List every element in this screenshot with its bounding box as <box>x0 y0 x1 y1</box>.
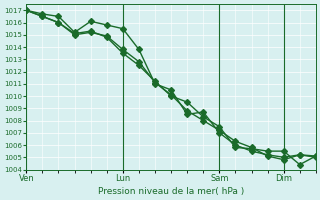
X-axis label: Pression niveau de la mer( hPa ): Pression niveau de la mer( hPa ) <box>98 187 244 196</box>
